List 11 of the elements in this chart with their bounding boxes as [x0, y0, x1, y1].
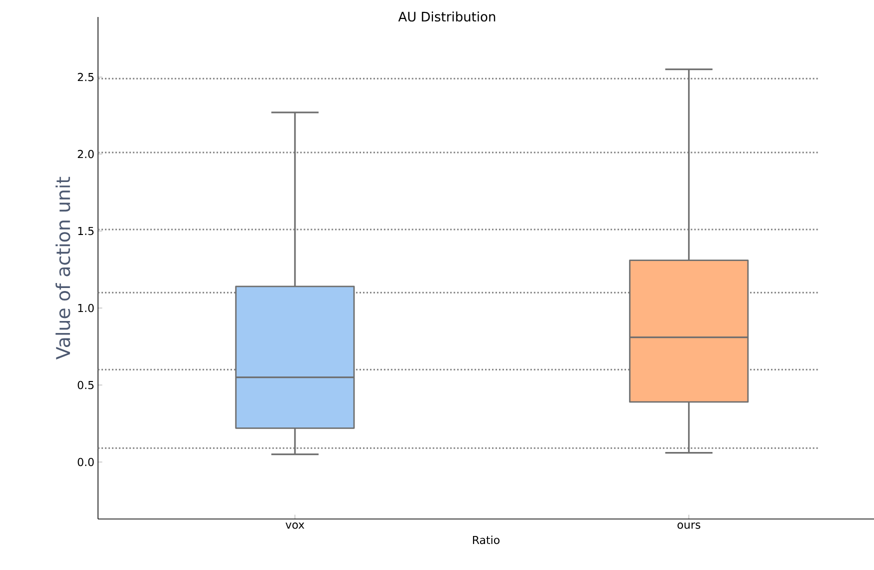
y-tick-label: 0.0 — [78, 458, 94, 466]
x-axis-title: Ratio — [473, 536, 500, 544]
y-tick-label: 0.5 — [78, 380, 94, 390]
x-tick-label: vox — [286, 522, 304, 529]
y-tick-label: 1.5 — [78, 226, 94, 236]
y-tick-label: 2.0 — [78, 150, 94, 158]
x-tick-label: ours — [678, 522, 700, 529]
y-tick-label: 2.5 — [78, 72, 94, 82]
y-tick-label: 1.0 — [78, 304, 94, 312]
chart-title: AU Distribution — [398, 12, 496, 22]
y-axis-title: Value of action unit — [56, 176, 70, 360]
